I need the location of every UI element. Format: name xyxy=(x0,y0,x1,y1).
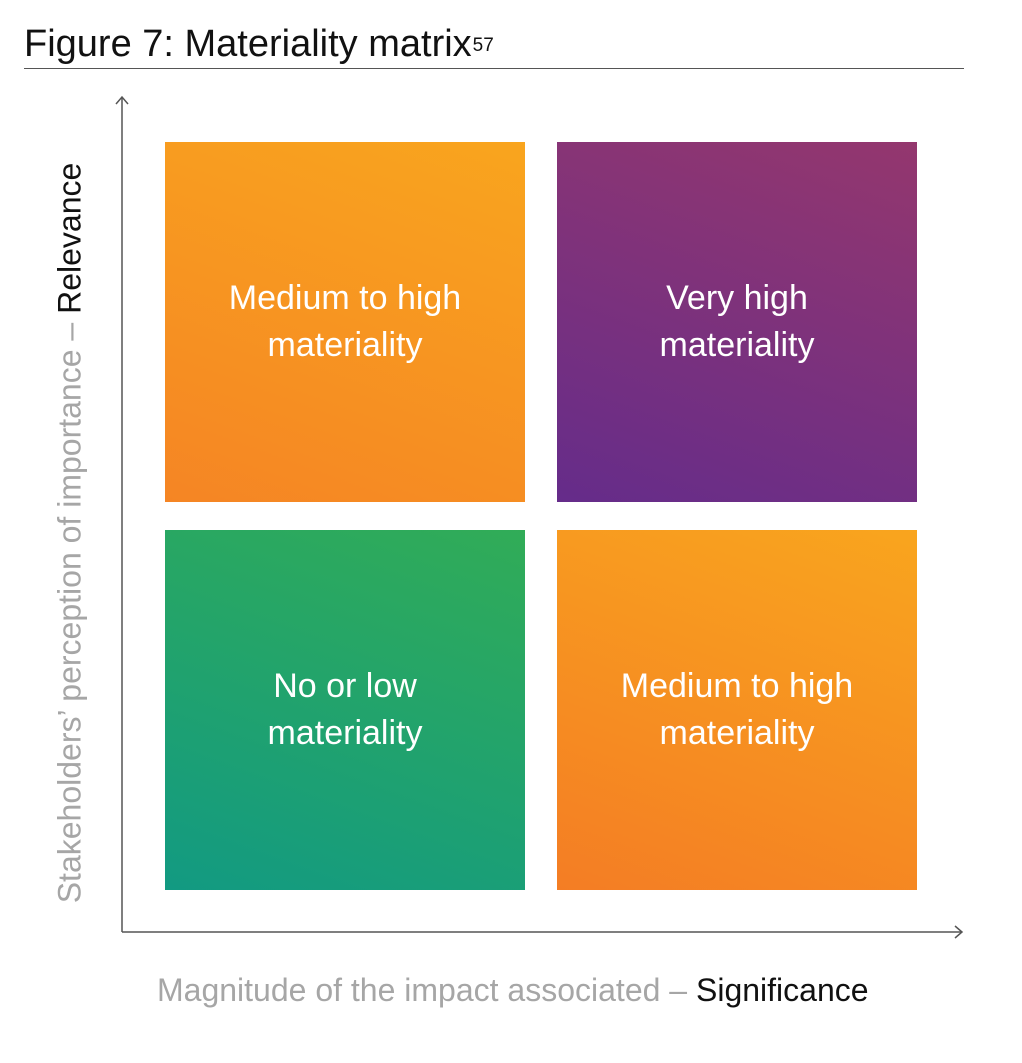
figure-footnote-ref: 57 xyxy=(472,35,494,56)
y-axis-label-emphasis: Relevance xyxy=(51,162,88,314)
y-axis-arrowhead xyxy=(115,95,129,105)
quadrant-label: No or low materiality xyxy=(267,667,423,752)
title-divider xyxy=(24,68,964,69)
figure-title-text: Figure 7: Materiality matrix xyxy=(24,23,472,65)
x-axis-label-text: Magnitude of the impact associated – xyxy=(157,972,696,1008)
quadrant-label: Medium to high materiality xyxy=(620,667,854,752)
quadrant-bottom-right: Medium to high materiality xyxy=(557,530,917,890)
x-axis-arrowhead xyxy=(954,925,964,939)
x-axis-label: Magnitude of the impact associated – Sig… xyxy=(157,972,869,1009)
figure-title: Figure 7: Materiality matrix57 xyxy=(24,20,494,68)
quadrant-top-left: Medium to high materiality xyxy=(165,142,525,502)
y-axis-label-text: Stakeholders’ perception of importance – xyxy=(51,313,88,904)
quadrant-label: Very high materiality xyxy=(659,279,815,364)
x-axis-label-emphasis: Significance xyxy=(695,972,869,1008)
y-axis-label: Stakeholders’ perception of importance –… xyxy=(52,163,89,904)
quadrant-bottom-left: No or low materiality xyxy=(165,530,525,890)
quadrant-top-right: Very high materiality xyxy=(557,142,917,502)
quadrant-label: Medium to high materiality xyxy=(228,279,462,364)
